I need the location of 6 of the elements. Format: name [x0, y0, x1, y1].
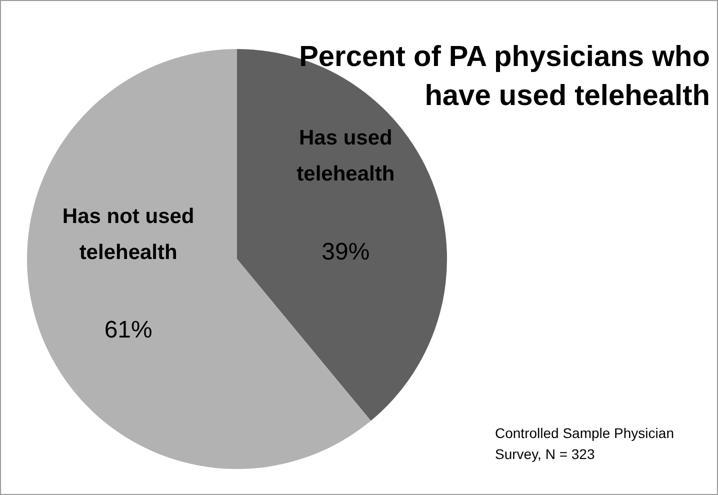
chart-title: Percent of PA physicians who have used telehealth — [298, 40, 710, 114]
data-label: 39% — [322, 238, 370, 266]
slice-label: Has not used telehealth — [62, 204, 194, 264]
slice-label: Has used telehealth — [296, 126, 395, 186]
data-label: 61% — [104, 316, 152, 344]
text: Controlled Sample Physician Survey, N = 323 — [495, 424, 675, 464]
